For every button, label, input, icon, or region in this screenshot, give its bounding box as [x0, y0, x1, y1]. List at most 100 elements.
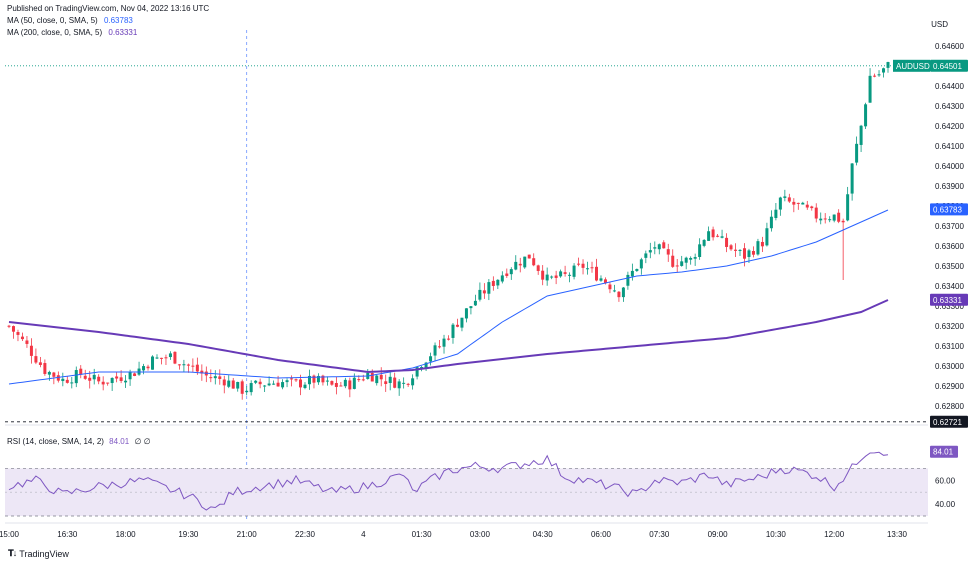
candle — [684, 257, 688, 263]
candle — [702, 239, 706, 246]
candle — [487, 282, 491, 294]
candle — [168, 353, 172, 358]
published-header: Published on TradingView.com, Nov 04, 20… — [7, 4, 210, 13]
x-tick-label: 04:30 — [533, 530, 554, 539]
candle — [751, 251, 755, 255]
candle — [218, 376, 222, 379]
candle — [482, 290, 486, 294]
rsi-legend-value: 84.01 — [109, 437, 130, 446]
candle — [388, 376, 392, 383]
x-tick-label: 13:30 — [887, 530, 908, 539]
ma50-value: 0.63783 — [103, 16, 133, 25]
candle — [617, 291, 621, 298]
candle — [343, 379, 347, 387]
candle — [352, 377, 356, 389]
tradingview-logo-icon: 𝐓↓ — [8, 548, 17, 558]
rsi-tick-label: 40.00 — [935, 500, 956, 509]
candle — [406, 383, 410, 385]
candle — [182, 364, 186, 366]
x-tick-label: 16:30 — [57, 530, 78, 539]
candle — [621, 287, 625, 298]
candle — [7, 325, 11, 327]
x-tick-label: 22:30 — [295, 530, 316, 539]
x-tick-label: 07:30 — [649, 530, 670, 539]
candle — [70, 382, 74, 384]
price-tick-label: 0.63500 — [935, 262, 964, 271]
candle — [527, 254, 531, 259]
ma200-value: 0.63331 — [108, 28, 138, 37]
candle — [577, 263, 581, 265]
ma50-label: MA (50, close, 0, SMA, 5) — [7, 16, 98, 25]
candle — [675, 265, 679, 267]
x-tick-label: 06:00 — [591, 530, 612, 539]
candle — [509, 269, 513, 275]
candle — [850, 163, 854, 194]
price-tag-ma50 — [930, 203, 968, 216]
tradingview-brand[interactable]: 𝐓↓ TradingView — [8, 548, 69, 559]
candle — [38, 362, 42, 365]
candle — [263, 385, 267, 387]
candle — [200, 370, 204, 374]
candle — [164, 357, 168, 359]
candle — [707, 231, 711, 241]
candle — [429, 356, 433, 362]
candle — [307, 375, 311, 385]
candle — [473, 300, 477, 306]
candle — [101, 381, 105, 385]
candle — [689, 257, 693, 260]
candle — [124, 380, 128, 383]
candle — [330, 381, 334, 385]
ma50-legend[interactable]: MA (50, close, 0, SMA, 5) 0.63783 — [7, 16, 133, 25]
candle — [693, 257, 697, 259]
rsi-legend[interactable]: RSI (14, close, SMA, 14, 2) 84.01 ∅ ∅ — [7, 437, 151, 446]
candle — [236, 381, 240, 389]
candle — [855, 143, 859, 163]
candle — [393, 377, 397, 388]
candle — [859, 125, 863, 145]
candle — [877, 74, 881, 76]
candle — [303, 384, 307, 388]
x-tick-label: 01:30 — [412, 530, 433, 539]
price-tick-label: 0.64200 — [935, 122, 964, 131]
symbol-tag-label: AUDUSD — [896, 62, 930, 71]
candle — [159, 357, 163, 359]
candle — [56, 375, 60, 381]
rsi-value-label: 84.01 — [933, 448, 954, 457]
candle — [864, 104, 868, 127]
price-tag-label: 0.63331 — [933, 296, 962, 305]
candle — [572, 265, 576, 277]
price-tick-label: 0.64000 — [935, 162, 964, 171]
candle — [626, 274, 630, 286]
candle — [518, 263, 522, 266]
price-tick-label: 0.63200 — [935, 322, 964, 331]
candle — [541, 270, 545, 280]
candle — [442, 338, 446, 347]
candle — [299, 379, 303, 388]
price-tag-audusd — [930, 59, 968, 72]
candle — [814, 207, 818, 219]
candle — [52, 372, 56, 377]
candle — [729, 245, 733, 250]
candle — [415, 367, 419, 377]
candle — [837, 212, 841, 222]
price-tick-label: 0.63400 — [935, 282, 964, 291]
candle — [281, 382, 285, 388]
candle — [43, 363, 47, 374]
candle — [151, 356, 155, 370]
price-tick-label: 0.63600 — [935, 242, 964, 251]
candle — [720, 236, 724, 238]
candle — [774, 209, 778, 218]
candle — [783, 196, 787, 198]
candle — [760, 241, 764, 247]
candle — [16, 332, 20, 335]
price-tick-label: 0.64100 — [935, 142, 964, 151]
candle — [173, 351, 177, 364]
candle — [653, 247, 657, 249]
candle — [603, 279, 607, 284]
candle — [671, 255, 675, 267]
ma200-legend[interactable]: MA (200, close, 0, SMA, 5) 0.63331 — [7, 28, 137, 37]
candle — [294, 379, 298, 381]
candle — [146, 366, 150, 369]
candle — [384, 381, 388, 384]
